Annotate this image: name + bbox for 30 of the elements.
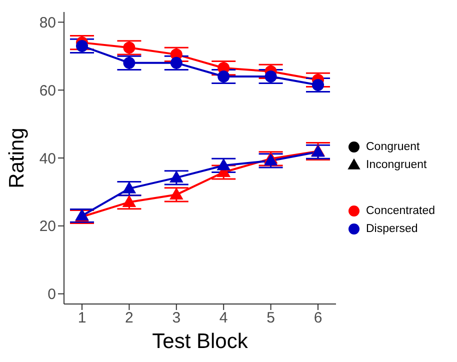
point [122,181,136,194]
point [122,194,136,207]
y-tick-label: 20 [39,218,56,236]
point [76,40,88,52]
point [123,56,136,69]
point [170,187,184,200]
x-tick-label: 1 [78,310,86,327]
x-tick-label: 2 [125,310,134,327]
text: Dispersed [366,223,418,235]
x-axis-title: Test Block [152,330,248,353]
text: Concentrated [366,205,436,217]
y-tick-label: 80 [39,14,56,32]
y-axis-title: Rating [5,128,28,188]
text: Incongruent [366,159,427,171]
x-tick-label: 5 [266,310,275,327]
x-tick-label: 6 [314,310,322,327]
point [264,154,278,166]
point [170,170,184,182]
y-tick-label: 40 [39,150,56,168]
y-tick-label: 60 [39,82,56,100]
point [170,56,182,69]
point [218,70,230,83]
x-tick-label: 3 [172,310,181,327]
point [216,158,230,170]
point [264,70,277,83]
point [312,79,324,91]
x-tick-label: 4 [219,310,228,327]
point [123,42,136,54]
text: Congruent [366,141,420,153]
y-tick-label: 0 [48,286,56,304]
